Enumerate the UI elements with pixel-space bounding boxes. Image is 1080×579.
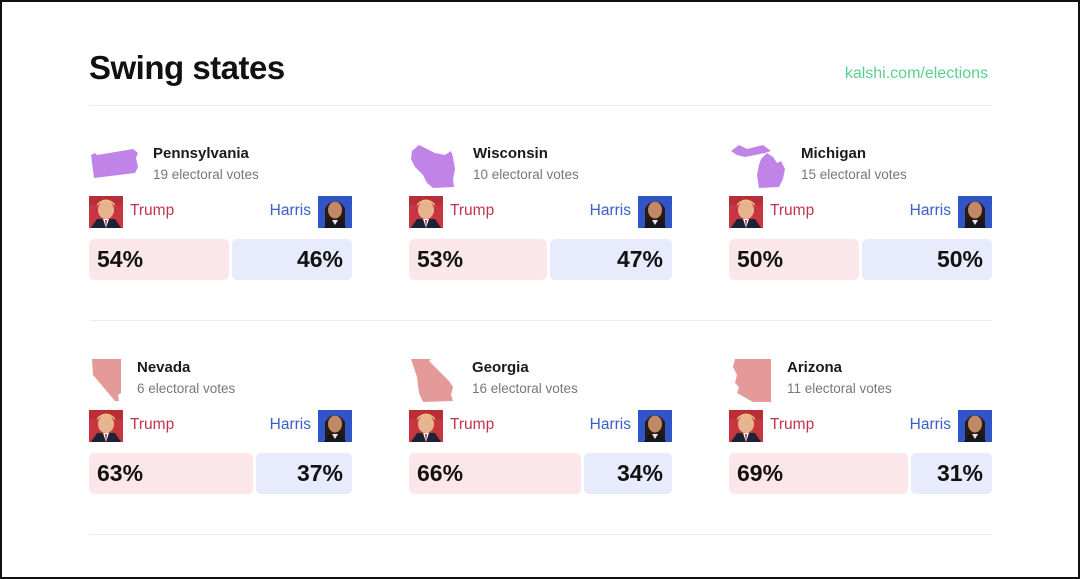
trump-odds[interactable]: 66% <box>409 453 581 494</box>
electoral-votes: 11 electoral votes <box>787 381 892 396</box>
elections-link[interactable]: kalshi.com/elections <box>844 65 988 82</box>
trump-odds[interactable]: 53% <box>409 239 547 280</box>
state-card-nevada[interactable]: Nevada 6 electoral votes Trump Harris 63… <box>89 357 352 517</box>
state-name: Michigan <box>801 145 867 162</box>
harris-avatar <box>318 196 352 228</box>
state-name: Pennsylvania <box>153 145 249 162</box>
electoral-votes: 6 electoral votes <box>137 381 236 396</box>
state-name: Arizona <box>787 359 843 376</box>
trump-label: Trump <box>130 416 175 433</box>
michigan-shape <box>731 145 785 188</box>
trump-avatar <box>89 196 123 228</box>
harris-label: Harris <box>909 202 951 219</box>
trump-odds[interactable]: 69% <box>729 453 909 494</box>
electoral-votes: 10 electoral votes <box>473 167 579 182</box>
odds-bar: 54% 46% <box>89 239 352 280</box>
wisconsin-shape <box>411 145 455 188</box>
electoral-votes: 16 electoral votes <box>472 381 578 396</box>
harris-avatar <box>638 196 672 228</box>
trump-avatar <box>729 196 763 228</box>
trump-odds[interactable]: 54% <box>89 239 230 280</box>
divider-bottom <box>89 534 992 535</box>
harris-odds[interactable]: 46% <box>232 239 352 280</box>
arizona-shape <box>733 359 771 402</box>
harris-avatar <box>958 410 992 442</box>
odds-bar: 53% 47% <box>409 239 672 280</box>
harris-label: Harris <box>269 416 311 433</box>
georgia-shape <box>411 359 453 402</box>
state-name: Nevada <box>137 359 191 376</box>
pennsylvania-shape <box>91 149 138 178</box>
harris-avatar <box>638 410 672 442</box>
harris-label: Harris <box>589 202 631 219</box>
harris-label: Harris <box>269 202 311 219</box>
divider-middle <box>89 320 992 321</box>
harris-avatar <box>318 410 352 442</box>
odds-bar: 66% 34% <box>409 453 672 494</box>
trump-label: Trump <box>450 416 495 433</box>
state-card-wisconsin[interactable]: Wisconsin 10 electoral votes Trump Harri… <box>409 143 672 303</box>
trump-odds[interactable]: 63% <box>89 453 253 494</box>
trump-label: Trump <box>770 202 815 219</box>
odds-bar: 50% 50% <box>729 239 992 280</box>
trump-avatar <box>409 196 443 228</box>
state-card-michigan[interactable]: Michigan 15 electoral votes Trump Harris… <box>729 143 992 303</box>
odds-bar: 63% 37% <box>89 453 352 494</box>
trump-label: Trump <box>130 202 175 219</box>
harris-odds[interactable]: 50% <box>862 239 992 280</box>
harris-odds[interactable]: 31% <box>911 453 992 494</box>
state-card-georgia[interactable]: Georgia 16 electoral votes Trump Harris … <box>409 357 672 517</box>
odds-bar: 69% 31% <box>729 453 992 494</box>
trump-label: Trump <box>770 416 815 433</box>
harris-avatar <box>958 196 992 228</box>
state-card-arizona[interactable]: Arizona 11 electoral votes Trump Harris … <box>729 357 992 517</box>
page-title: Swing states <box>89 49 285 86</box>
trump-avatar <box>89 410 123 442</box>
harris-odds[interactable]: 47% <box>549 239 672 280</box>
electoral-votes: 19 electoral votes <box>153 167 259 182</box>
trump-avatar <box>409 410 443 442</box>
harris-odds[interactable]: 37% <box>255 453 352 494</box>
divider-top <box>89 105 992 106</box>
trump-odds[interactable]: 50% <box>729 239 859 280</box>
nevada-shape <box>92 359 121 401</box>
trump-avatar <box>729 410 763 442</box>
trump-label: Trump <box>450 202 495 219</box>
harris-label: Harris <box>909 416 951 433</box>
state-name: Wisconsin <box>473 145 548 162</box>
state-name: Georgia <box>472 359 529 376</box>
harris-label: Harris <box>589 416 631 433</box>
state-card-pennsylvania[interactable]: Pennsylvania 19 electoral votes Trump Ha… <box>89 143 352 303</box>
electoral-votes: 15 electoral votes <box>801 167 907 182</box>
harris-odds[interactable]: 34% <box>583 453 672 494</box>
